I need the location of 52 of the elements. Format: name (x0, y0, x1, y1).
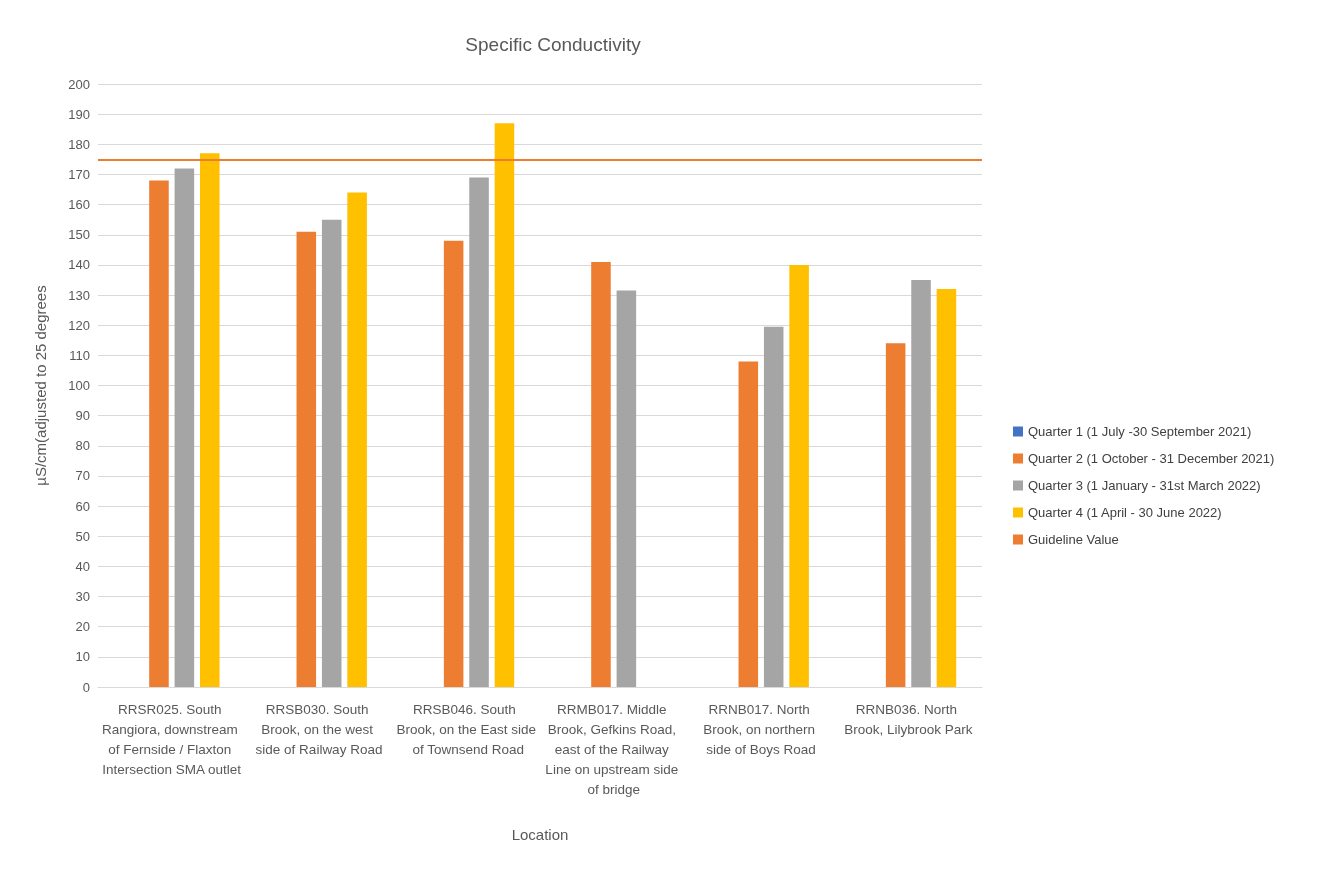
x-axis-title: Location (511, 826, 569, 843)
legend-label: Quarter 4 (1 April - 30 June 2022) (1028, 505, 1222, 520)
y-tick-label: 100 (68, 378, 90, 393)
bar (494, 123, 515, 687)
bar (347, 192, 367, 687)
bar (789, 264, 809, 687)
y-tick-label: 80 (75, 438, 90, 454)
y-tick-label: 120 (68, 317, 90, 333)
x-tick-label: RRMB017. Middle Brook, Gefkins Road, east of the Railway Line on upstream side of bridge (545, 701, 682, 797)
y-tick-label: 180 (68, 136, 90, 152)
y-tick-label: 200 (68, 76, 90, 92)
bar (763, 326, 784, 687)
y-tick-label: 130 (68, 287, 90, 303)
x-tick-label: RRNB036. North Brook, Lilybrook Park (844, 701, 973, 737)
y-tick-label: 110 (69, 347, 90, 363)
chart-title: Specific Conductivity (465, 34, 642, 55)
legend-label: Quarter 1 (1 July -30 September 2021) (1028, 424, 1252, 439)
bar (738, 361, 759, 687)
bar (200, 153, 220, 687)
bar (911, 279, 931, 687)
y-tick-label: 190 (68, 106, 90, 122)
y-tick-label: 170 (68, 166, 90, 182)
x-tick-label: RRSB046. South Brook, on the East side of Townsend Road (396, 701, 537, 757)
legend-label: Quarter 3 (1 January - 31st March 2022) (1028, 478, 1261, 493)
bar (616, 290, 637, 687)
y-tick-label: 50 (75, 528, 90, 544)
x-tick-label: RRNB017. North Brook, on northern side of Boys Road (703, 701, 819, 757)
y-tick-label: 40 (75, 558, 90, 574)
y-tick-label: 10 (75, 649, 90, 665)
x-tick-label: RRSB030. South Brook, on the west side of Railway Road (255, 701, 383, 757)
x-tick-label: RRSR025. South Rangiora, downstream of Fernside / Flaxton Intersection SMA outlet (101, 701, 242, 777)
bar (296, 231, 317, 687)
y-tick-label: 60 (75, 498, 90, 514)
y-tick-label: 70 (75, 468, 90, 484)
y-tick-label: 90 (75, 408, 90, 424)
y-tick-label: 160 (68, 197, 90, 213)
bar (149, 180, 169, 687)
bar (885, 343, 906, 687)
bar (469, 177, 489, 687)
legend-label: Quarter 2 (1 October - 31 December 2021) (1028, 451, 1275, 466)
y-axis-title: µS/cm(adjusted to 25 degrees (32, 285, 49, 486)
y-tick-label: 150 (68, 227, 90, 243)
bar (936, 289, 957, 687)
bar (174, 168, 195, 687)
y-tick-label: 30 (75, 589, 90, 605)
legend-label: Guideline Value (1028, 532, 1119, 547)
y-tick-label: 20 (75, 619, 90, 635)
bar (591, 261, 611, 687)
y-tick-label: 140 (68, 257, 90, 273)
bar (443, 240, 464, 687)
bar (321, 219, 342, 687)
y-tick-label: 0 (82, 679, 90, 695)
